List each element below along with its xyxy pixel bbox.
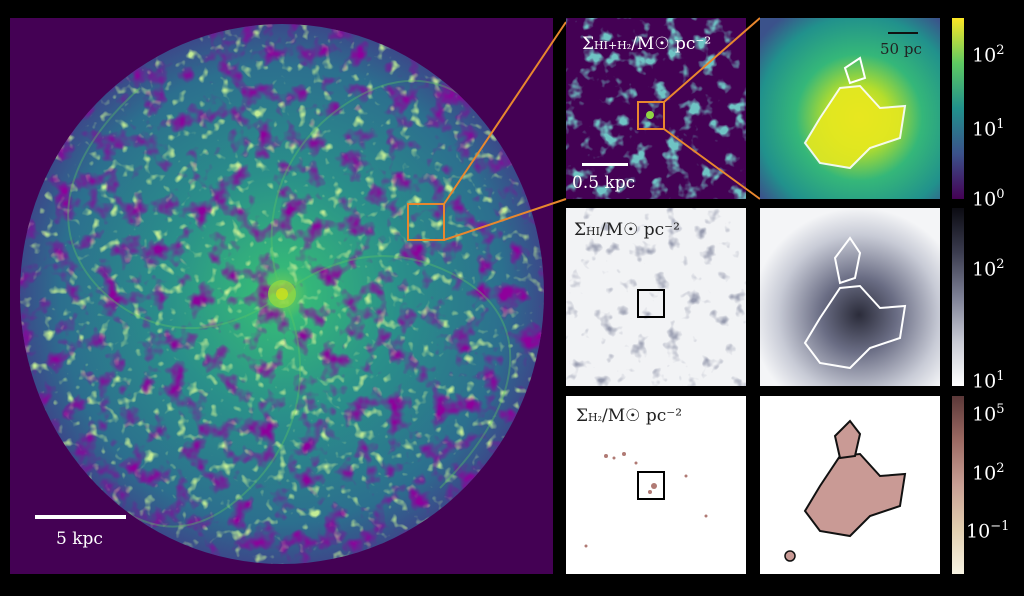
colorbar-total <box>952 18 964 199</box>
detail-h2-panel <box>760 396 940 574</box>
scale-bar-main <box>35 515 126 519</box>
scale-label-main: 5 kpc <box>56 529 103 549</box>
cbar-bot-tick-1: 102 <box>972 461 1005 485</box>
cbar-top-tick-2: 100 <box>972 187 1005 211</box>
scale-label-zoom: 0.5 kpc <box>572 173 636 193</box>
zoom-box-main <box>407 203 445 241</box>
cbar-bot-tick-2: 10−1 <box>966 519 1010 543</box>
scale-bar-detail <box>888 32 918 34</box>
zoom-h2-panel: ΣH₂/M☉ pc⁻² <box>566 396 746 574</box>
cbar-mid-tick-0: 102 <box>972 257 1005 281</box>
zoom-total-panel: ΣHI+H₂/M☉ pc⁻² 0.5 kpc <box>566 18 746 199</box>
detail-hi-panel <box>760 208 940 386</box>
galaxy-disk-image <box>20 24 544 564</box>
quantity-label-total: ΣHI+H₂/M☉ pc⁻² <box>582 34 712 54</box>
scale-bar-zoom <box>582 163 628 166</box>
cbar-mid-tick-1: 101 <box>972 369 1005 393</box>
detail-total-panel: 50 pc <box>760 18 940 199</box>
colorbar-h2 <box>952 396 964 574</box>
galaxy-main-panel: 5 kpc <box>10 18 553 574</box>
zoom-hi-panel: ΣHI/M☉ pc⁻² <box>566 208 746 386</box>
quantity-label-hi: ΣHI/M☉ pc⁻² <box>574 220 680 240</box>
cbar-top-tick-1: 101 <box>972 117 1005 141</box>
scale-label-detail: 50 pc <box>880 40 922 58</box>
quantity-label-h2: ΣH₂/M☉ pc⁻² <box>576 406 683 426</box>
cbar-top-tick-0: 102 <box>972 43 1005 67</box>
colorbar-hi <box>952 208 964 386</box>
cbar-bot-tick-0: 105 <box>972 402 1005 426</box>
